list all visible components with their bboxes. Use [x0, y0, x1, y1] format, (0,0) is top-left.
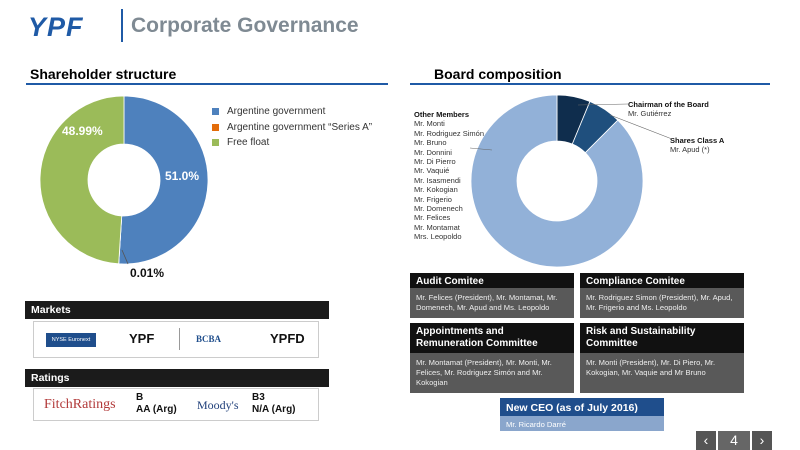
board-member: Mrs. Leopoldo: [414, 232, 462, 242]
board-member: Mr. Vaquié: [414, 166, 450, 176]
board-member: Mr. Donnini: [414, 147, 452, 157]
shares-leader: [609, 114, 673, 140]
legend-swatch: [212, 108, 219, 116]
moodys-rating-intl: B3: [252, 392, 265, 403]
compliance-committee-body: Mr. Rodriguez Simon (President), Mr. Apu…: [580, 288, 744, 318]
board-donut: [470, 95, 644, 268]
page-title: Corporate Governance: [131, 14, 359, 37]
legend-item: Free float: [212, 135, 372, 151]
bcba-logo: BCBA: [196, 334, 222, 344]
ypf-logo: YPF: [28, 12, 84, 42]
series-a-leader: [121, 249, 129, 265]
risk-committee-header: Risk and Sustainability Committee: [580, 323, 744, 353]
board-member: Mr. Felices: [414, 213, 451, 223]
ceo-name: Mr. Ricardo Darré: [500, 416, 664, 431]
compliance-committee-header: Compliance Comitee: [580, 273, 744, 291]
ticker-ypfd: YPFD: [270, 331, 305, 346]
shareholder-title: Shareholder structure: [30, 66, 177, 82]
legend-swatch: [212, 139, 219, 147]
shareholder-rule: [26, 83, 388, 85]
legend-swatch: [212, 123, 219, 131]
page-number: 4: [718, 431, 750, 450]
ratings-header: Ratings: [25, 369, 329, 387]
legend-item: Argentine government “Series A”: [212, 120, 372, 136]
float-label: 48.99%: [62, 124, 103, 138]
shares-class-a-annotation: Shares Class A Mr. Apud (*): [670, 136, 725, 155]
legend-label: Free float: [227, 137, 270, 149]
appointments-committee-body: Mr. Montamat (President), Mr. Monti, Mr.…: [410, 353, 574, 393]
fitch-logo: FitchRatings: [44, 397, 116, 412]
moodys-rating: B3 N/A (Arg): [252, 392, 296, 416]
chairman-leader: [577, 103, 629, 106]
shareholder-donut: [40, 95, 209, 265]
chairman-annotation: Chairman of the Board Mr. Gutiérrez: [628, 100, 709, 119]
board-member: Mr. Di Pierro: [414, 157, 456, 167]
board-member: Mr. Kokogian: [414, 185, 458, 195]
gov-label: 51.0%: [165, 169, 200, 183]
ticker-ypf: YPF: [129, 331, 155, 346]
header: YPF Corporate Governance: [0, 0, 800, 50]
fitch-rating: B AA (Arg): [136, 392, 177, 416]
legend-label: Argentine government: [227, 106, 326, 118]
nyse-logo: NYSE Euronext: [46, 333, 96, 347]
board-title: Board composition: [434, 66, 562, 82]
audit-committee-body: Mr. Felices (President), Mr. Montamat, M…: [410, 288, 574, 318]
board-member: Mr. Frigerio: [414, 194, 452, 204]
shareholder-legend: Argentine government Argentine governmen…: [212, 104, 372, 151]
legend-label: Argentine government “Series A”: [227, 121, 373, 133]
ceo-header: New CEO (as of July 2016): [500, 398, 664, 418]
prev-slide-button[interactable]: ‹: [696, 431, 716, 450]
slice-other-members: [470, 95, 644, 268]
series-a-label: 0.01%: [130, 266, 165, 280]
board-member: Mr. Domenech: [414, 204, 463, 214]
board-member: Mr. Montamat: [414, 222, 460, 232]
board-member: Mr. Isasmendi: [414, 175, 461, 185]
board-rule: [410, 83, 770, 85]
members-leader: [470, 147, 493, 151]
markets-divider: [179, 328, 180, 350]
fitch-rating-local: AA (Arg): [136, 404, 177, 415]
ratings-box: FitchRatings B AA (Arg) Moody's B3 N/A (…: [33, 388, 319, 421]
board-member: Mr. Rodriguez Simón: [414, 128, 485, 138]
fitch-rating-intl: B: [136, 392, 144, 403]
moodys-rating-local: N/A (Arg): [252, 404, 296, 415]
risk-committee-body: Mr. Monti (President), Mr. Di Piero, Mr.…: [580, 353, 744, 393]
board-member: Mr. Bruno: [414, 138, 447, 148]
next-slide-button[interactable]: ›: [752, 431, 772, 450]
markets-header: Markets: [25, 301, 329, 319]
other-members-title: Other Members: [414, 110, 470, 119]
markets-box: NYSE Euronext YPF BCBA YPFD: [33, 321, 319, 358]
other-members-list: Other Members Mr. Monti Mr. Rodriguez Sim…: [414, 110, 484, 242]
appointments-committee-header: Appointments and Remuneration Committee: [410, 323, 574, 353]
header-divider: [121, 9, 123, 42]
audit-committee-header: Audit Comitee: [410, 273, 574, 291]
moodys-logo: Moody's: [197, 398, 239, 412]
slice-argentine-government: [118, 95, 209, 265]
legend-item: Argentine government: [212, 104, 372, 120]
board-member: Mr. Monti: [414, 119, 445, 129]
slice-free-float: [40, 95, 125, 265]
